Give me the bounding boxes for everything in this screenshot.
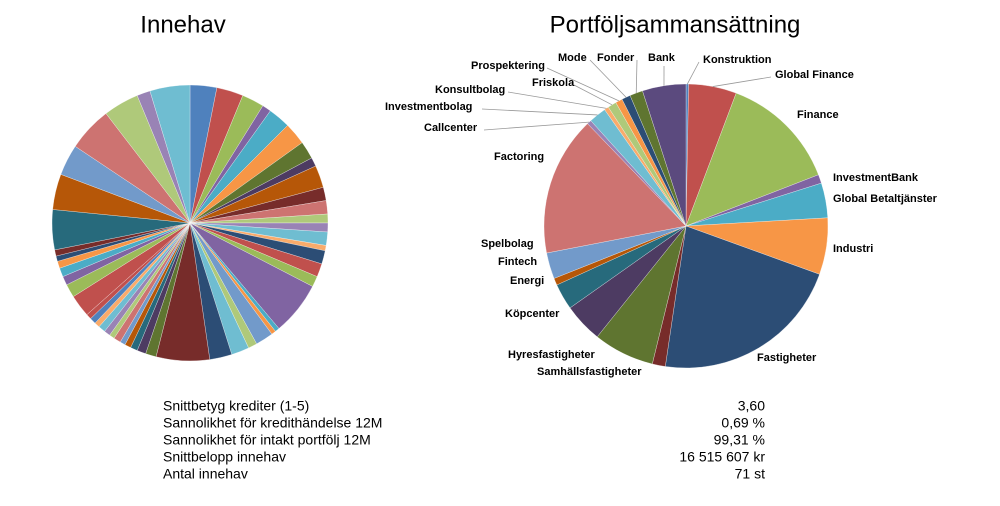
stat-value: 0,69 %	[721, 415, 765, 431]
leader-line	[507, 91, 607, 109]
slice-label: Investmentbolag	[385, 101, 472, 113]
slice-label: Energi	[510, 275, 544, 287]
slice-label: Fonder	[597, 52, 635, 64]
slice-label: Konstruktion	[703, 54, 772, 66]
slice-label: Köpcenter	[505, 308, 560, 320]
leader-line	[481, 108, 598, 116]
leader-line	[635, 59, 638, 94]
slice-label: Bank	[648, 52, 676, 64]
leader-line	[589, 59, 627, 98]
slice-label: Mode	[558, 52, 587, 64]
chart-title: Portföljsammansättning	[550, 11, 801, 38]
slice-label: Global Finance	[775, 69, 854, 81]
slice-label: Finance	[797, 109, 839, 121]
slice-label: Spelbolag	[481, 238, 534, 250]
slice-label: Konsultbolag	[435, 84, 505, 96]
pie-slice	[149, 84, 191, 224]
slice-label: Factoring	[494, 151, 544, 163]
stat-value: 3,60	[738, 398, 765, 414]
slice-label: Prospektering	[471, 60, 545, 72]
pie-slice	[665, 225, 820, 369]
slice-label: Callcenter	[424, 122, 478, 134]
stat-label: Snittbetyg krediter (1-5)	[163, 398, 309, 414]
stat-label: Snittbelopp innehav	[163, 449, 286, 465]
chart-title: Innehav	[140, 11, 225, 38]
slice-label: Fintech	[498, 256, 537, 268]
slice-label: Friskola	[532, 77, 575, 89]
stat-value: 99,31 %	[714, 432, 765, 448]
stat-label: Sannolikhet för kredithändelse 12M	[163, 415, 382, 431]
slice-label: Fastigheter	[757, 352, 817, 364]
pie-slice	[685, 92, 819, 227]
slice-label: Hyresfastigheter	[508, 349, 596, 361]
leader-line	[573, 84, 613, 106]
stat-label: Antal innehav	[163, 466, 248, 482]
slice-label: Industri	[833, 243, 873, 255]
pie-slice	[642, 83, 687, 227]
leader-line	[483, 121, 590, 131]
stat-value: 16 515 607 kr	[679, 449, 765, 465]
slice-label: Samhällsfastigheter	[537, 366, 642, 378]
leader-line	[546, 67, 620, 102]
leader-line	[686, 61, 700, 85]
stat-label: Sannolikhet för intakt portfölj 12M	[163, 432, 371, 448]
slice-label: InvestmentBank	[833, 172, 919, 184]
leader-line	[712, 76, 772, 87]
pie-slice	[543, 123, 687, 254]
slice-label: Global Betaltjänster	[833, 193, 938, 205]
stat-value: 71 st	[735, 466, 765, 482]
